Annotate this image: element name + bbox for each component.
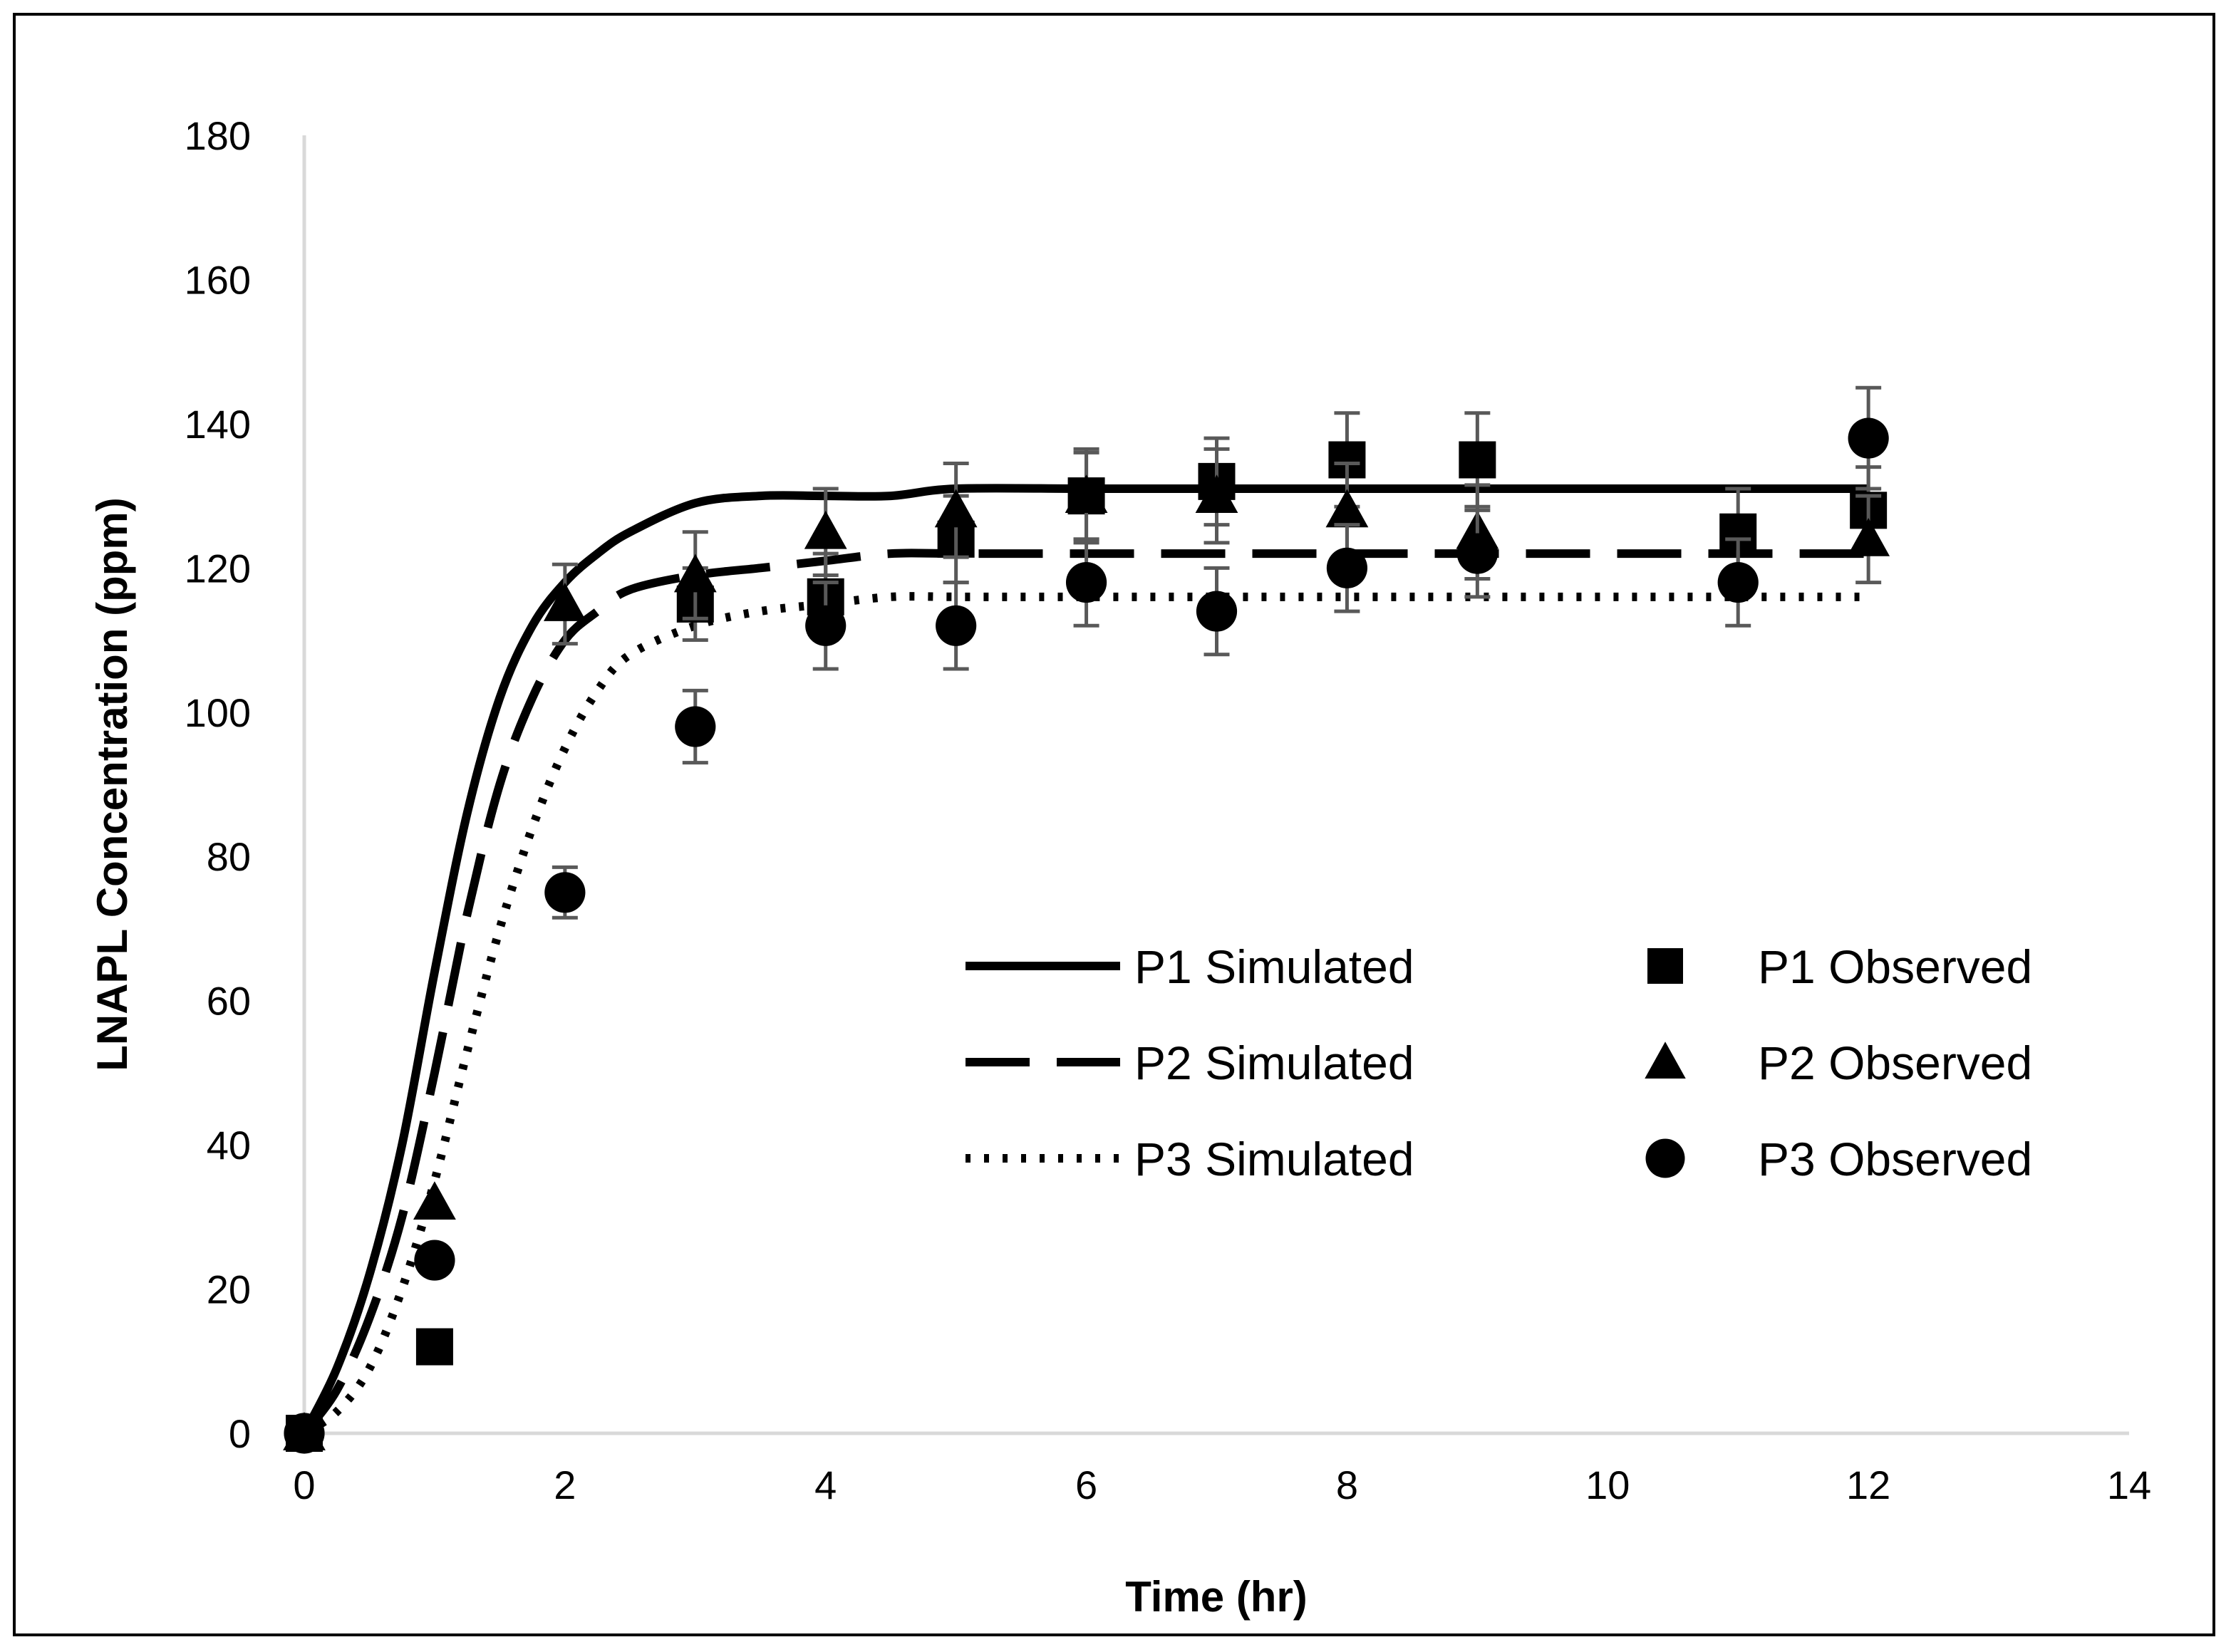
p3-observed-point — [1065, 561, 1107, 603]
axes-layer — [302, 135, 2129, 1435]
x-tick-label: 8 — [1336, 1463, 1358, 1507]
legend-label: P2 Observed — [1758, 1037, 2032, 1089]
p3-observed-point — [1717, 561, 1759, 603]
p2-observed-point — [673, 554, 717, 593]
x-tick-label: 10 — [1585, 1463, 1630, 1507]
chart-frame — [13, 13, 2215, 1636]
p2-simulated-line — [301, 549, 1869, 1436]
p3-simulated-line — [301, 592, 1869, 1438]
p3-observed-point — [414, 1240, 455, 1281]
p3-observed-point — [1196, 591, 1238, 632]
legend: P1 Simulated P2 Simulated P3 Simulated P1 O… — [966, 940, 2032, 1185]
x-tick-label: 0 — [293, 1463, 315, 1507]
p2-observed-point — [804, 510, 847, 549]
p3-observed-group — [284, 385, 1889, 1454]
p1-simulated-line — [300, 484, 1869, 1435]
p3-observed-point — [1848, 417, 1889, 459]
y-tick-label: 160 — [185, 257, 251, 302]
legend-label: P2 Simulated — [1134, 1037, 1414, 1089]
p2-observed-point — [1847, 517, 1890, 556]
p1-observed-point — [1459, 441, 1496, 479]
p3-observed-point — [675, 706, 716, 747]
y-tick-label: 20 — [207, 1267, 251, 1312]
y-tick-label: 140 — [185, 402, 251, 447]
y-tick-label: 60 — [207, 979, 251, 1024]
p2-observed-point — [1065, 474, 1108, 514]
legend-marker-p1-observed — [1647, 948, 1683, 984]
p3-observed-point — [284, 1413, 325, 1454]
p2-observed-point — [543, 583, 586, 621]
y-tick-label: 40 — [207, 1123, 251, 1168]
legend-label: P1 Simulated — [1134, 940, 1414, 993]
x-tick-label: 14 — [2107, 1463, 2151, 1507]
legend-marker-p2-observed — [1645, 1041, 1686, 1079]
y-tick-label: 0 — [229, 1411, 251, 1456]
p3-observed-point — [805, 605, 847, 646]
y-tick-label: 100 — [185, 690, 251, 735]
x-tick-label: 12 — [1846, 1463, 1890, 1507]
series-layer — [283, 385, 1890, 1454]
p3-observed-point — [936, 605, 977, 646]
p2-observed-point — [1195, 474, 1238, 514]
p1-observed-point — [415, 1328, 453, 1366]
p3-observed-point — [544, 872, 586, 913]
y-tick-label: 180 — [185, 113, 251, 158]
p2-observed-point — [1325, 489, 1369, 528]
y-tick-label: 80 — [207, 834, 251, 879]
y-axis-title: LNAPL Concentration (ppm) — [88, 497, 136, 1071]
y-tick-label: 120 — [185, 546, 251, 591]
x-tick-label: 6 — [1075, 1463, 1097, 1507]
legend-label: P3 Simulated — [1134, 1133, 1414, 1185]
p3-observed-point — [1456, 533, 1498, 574]
x-tick-label: 2 — [554, 1463, 576, 1507]
legend-label: P1 Observed — [1758, 940, 2032, 993]
p3-observed-point — [1326, 547, 1368, 588]
x-tick-label: 4 — [814, 1463, 837, 1507]
legend-marker-p3-observed — [1645, 1138, 1685, 1178]
legend-label: P3 Observed — [1758, 1133, 2032, 1185]
x-axis-title: Time (hr) — [1125, 1573, 1308, 1621]
p2-observed-point — [413, 1181, 456, 1220]
p2-observed-point — [934, 489, 978, 528]
